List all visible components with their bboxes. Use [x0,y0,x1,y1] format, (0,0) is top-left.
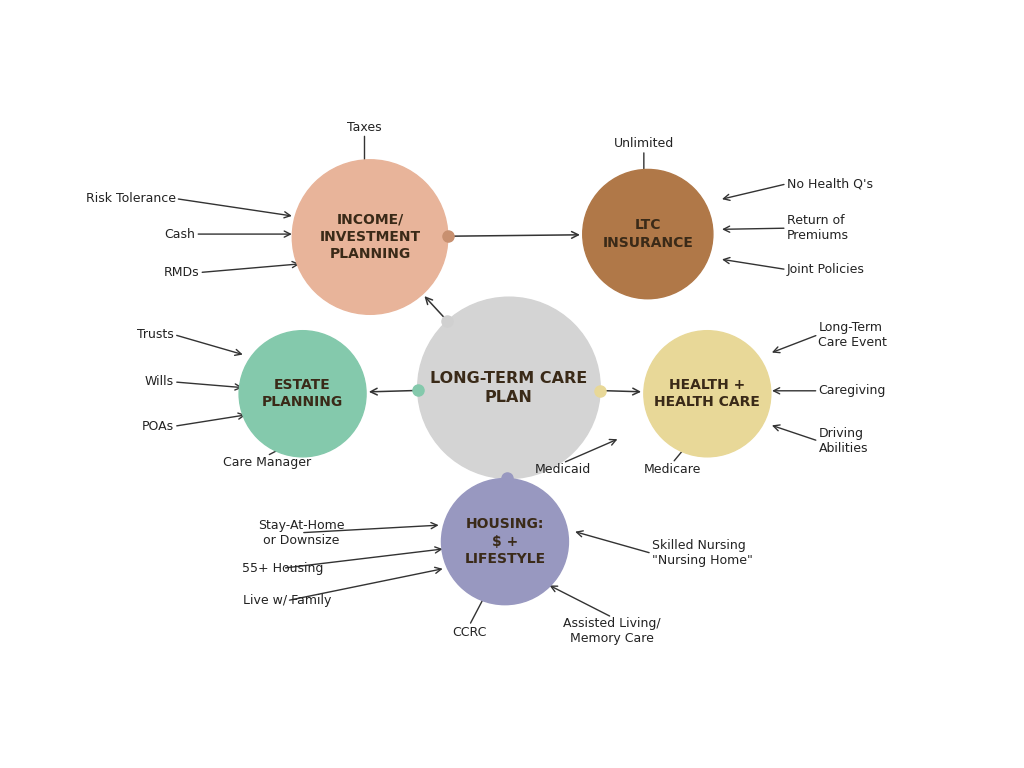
Text: Joint Policies: Joint Policies [786,263,864,276]
Text: INCOME/
INVESTMENT
PLANNING: INCOME/ INVESTMENT PLANNING [319,213,421,261]
Text: Skilled Nursing
"Nursing Home": Skilled Nursing "Nursing Home" [652,539,753,568]
Text: Trusts: Trusts [137,328,174,341]
Text: Live w/ Family: Live w/ Family [243,594,331,607]
Ellipse shape [644,331,771,457]
Text: RMDs: RMDs [164,266,200,279]
Text: Wills: Wills [145,376,174,389]
Text: Return of
Premiums: Return of Premiums [786,214,849,242]
Text: Stay-At-Home
or Downsize: Stay-At-Home or Downsize [258,518,344,547]
Text: ESTATE
PLANNING: ESTATE PLANNING [262,378,343,409]
Text: Assisted Living/
Memory Care: Assisted Living/ Memory Care [563,617,660,645]
Text: Taxes: Taxes [347,121,382,134]
Text: Driving
Abilities: Driving Abilities [818,427,868,455]
Text: HEALTH +
HEALTH CARE: HEALTH + HEALTH CARE [654,378,760,409]
Text: LONG-TERM CARE
PLAN: LONG-TERM CARE PLAN [430,371,588,405]
Text: LTC
INSURANCE: LTC INSURANCE [602,218,693,250]
Text: Medicaid: Medicaid [535,463,591,476]
Text: Risk Tolerance: Risk Tolerance [86,192,176,205]
Text: Medicare: Medicare [644,463,701,476]
Ellipse shape [583,170,713,299]
Text: No Health Q's: No Health Q's [786,177,872,190]
Text: Cash: Cash [165,227,196,240]
Text: POAs: POAs [142,420,174,433]
Ellipse shape [292,160,447,314]
Text: HOUSING:
$ +
LIFESTYLE: HOUSING: $ + LIFESTYLE [465,518,546,566]
Text: Long-Term
Care Event: Long-Term Care Event [818,320,888,349]
Ellipse shape [418,297,600,478]
Text: Caregiving: Caregiving [818,384,886,397]
Text: 55+ Housing: 55+ Housing [242,561,324,574]
Text: Unlimited: Unlimited [613,137,674,150]
Ellipse shape [441,478,568,604]
Text: CCRC: CCRC [452,626,486,638]
Text: Care Manager: Care Manager [223,456,311,468]
Ellipse shape [239,331,367,457]
